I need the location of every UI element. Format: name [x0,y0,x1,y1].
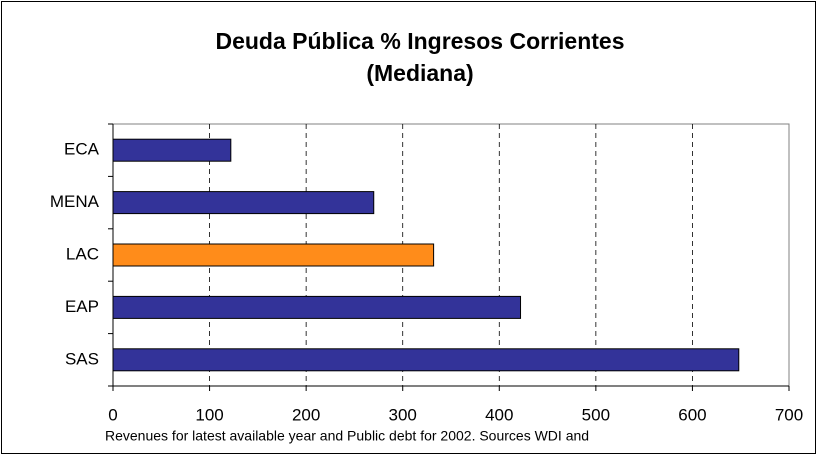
chart-title: Deuda Pública % Ingresos Corrientes [215,28,624,54]
y-tick-label: LAC [66,244,99,263]
y-tick-label: EAP [65,297,99,316]
bar [112,138,232,162]
x-tick-label: 200 [292,405,320,424]
y-tick-label: MENA [50,192,100,211]
bar [112,243,435,267]
x-tick-label: 400 [485,405,513,424]
x-tick-label: 600 [678,405,706,424]
y-tick-label: ECA [64,140,100,159]
x-tick-label: 500 [582,405,610,424]
x-tick-label: 100 [195,405,223,424]
x-tick-label: 300 [389,405,417,424]
y-tick-label: SAS [65,349,99,368]
bar [112,295,522,319]
chart-subtitle: (Mediana) [366,60,473,86]
footnote: Revenues for latest available year and P… [105,428,589,444]
bar [112,348,740,372]
x-tick-label: 700 [775,405,803,424]
x-tick-label: 0 [108,405,117,424]
bar [112,191,375,215]
